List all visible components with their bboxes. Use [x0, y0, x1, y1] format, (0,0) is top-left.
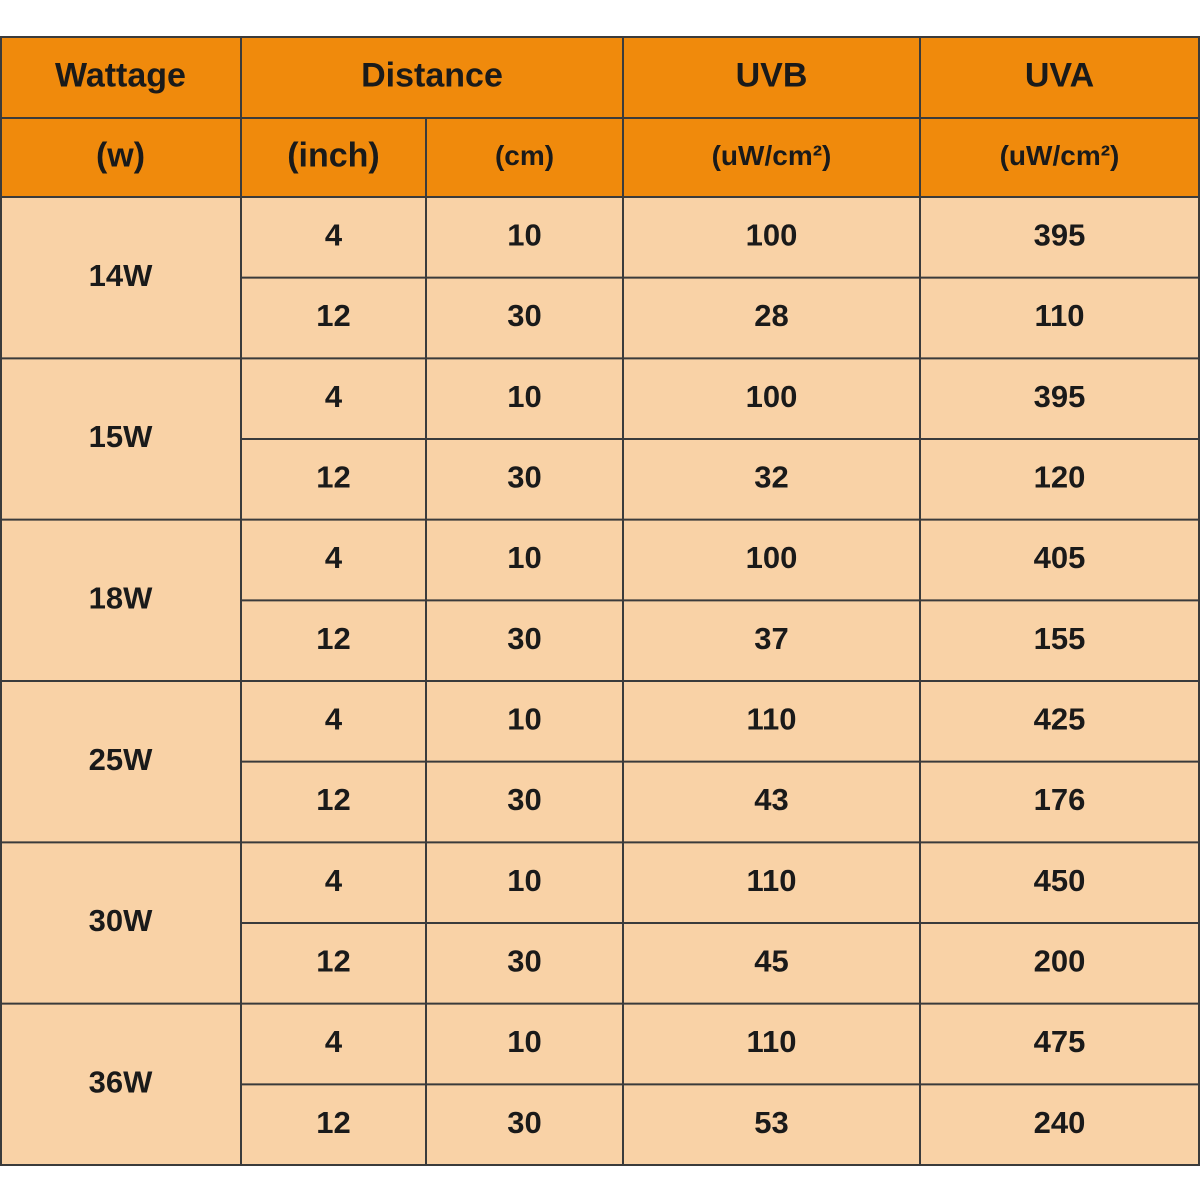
- data-cell: 32: [754, 460, 788, 495]
- data-cell: 240: [1034, 1105, 1086, 1140]
- data-cell: 12: [316, 298, 350, 333]
- data-cell: 10: [507, 379, 541, 414]
- data-cell: 12: [316, 1105, 350, 1140]
- data-cell: 110: [746, 863, 796, 898]
- data-cell: 110: [1034, 298, 1084, 333]
- table-border: [0, 36, 1200, 1166]
- data-cell: 4: [325, 702, 343, 737]
- data-cell: 30: [507, 1105, 541, 1140]
- data-cell: 10: [507, 218, 541, 253]
- data-cell: 100: [746, 540, 798, 575]
- header-cell: UVB: [736, 56, 808, 94]
- header-unit: (inch): [287, 136, 380, 174]
- data-cell: 100: [746, 379, 798, 414]
- data-cell: 100: [746, 218, 798, 253]
- data-cell: 200: [1034, 944, 1086, 979]
- data-cell: 395: [1034, 218, 1086, 253]
- data-cell: 53: [754, 1105, 788, 1140]
- data-cell: 30: [507, 460, 541, 495]
- wattage-cell: 25W: [89, 742, 153, 777]
- data-cell: 405: [1034, 540, 1086, 575]
- header-cell: Wattage: [55, 56, 186, 94]
- data-cell: 37: [754, 621, 788, 656]
- data-cell: 12: [316, 460, 350, 495]
- header-cell: UVA: [1025, 56, 1094, 94]
- data-cell: 30: [507, 944, 541, 979]
- data-cell: 30: [507, 621, 541, 656]
- data-cell: 12: [316, 944, 350, 979]
- data-cell: 30: [507, 298, 541, 333]
- data-cell: 176: [1034, 782, 1086, 817]
- header-unit: (uW/cm²): [1000, 140, 1120, 171]
- data-cell: 4: [325, 1024, 343, 1059]
- data-cell: 28: [754, 298, 788, 333]
- data-cell: 10: [507, 540, 541, 575]
- data-cell: 120: [1034, 460, 1086, 495]
- data-cell: 12: [316, 782, 350, 817]
- data-cell: 450: [1034, 863, 1086, 898]
- data-cell: 10: [507, 1024, 541, 1059]
- wattage-cell: 18W: [89, 581, 153, 616]
- data-cell: 45: [754, 944, 788, 979]
- header-cell: Distance: [361, 56, 503, 94]
- data-cell: 4: [325, 379, 343, 414]
- data-cell: 475: [1034, 1024, 1086, 1059]
- data-cell: 10: [507, 702, 541, 737]
- data-cell: 30: [507, 782, 541, 817]
- header-unit: (w): [96, 136, 145, 174]
- data-cell: 4: [325, 540, 343, 575]
- data-cell: 4: [325, 863, 343, 898]
- data-cell: 10: [507, 863, 541, 898]
- data-cell: 110: [746, 1024, 796, 1059]
- data-cell: 395: [1034, 379, 1086, 414]
- data-cell: 4: [325, 218, 343, 253]
- wattage-cell: 36W: [89, 1065, 153, 1100]
- wattage-cell: 30W: [89, 903, 153, 938]
- data-cell: 110: [746, 702, 796, 737]
- wattage-cell: 14W: [89, 258, 153, 293]
- header-unit: (uW/cm²): [712, 140, 832, 171]
- data-cell: 425: [1034, 702, 1086, 737]
- header-unit: (cm): [495, 140, 554, 171]
- data-cell: 155: [1034, 621, 1086, 656]
- data-cell: 12: [316, 621, 350, 656]
- wattage-cell: 15W: [89, 419, 153, 454]
- data-cell: 43: [754, 782, 788, 817]
